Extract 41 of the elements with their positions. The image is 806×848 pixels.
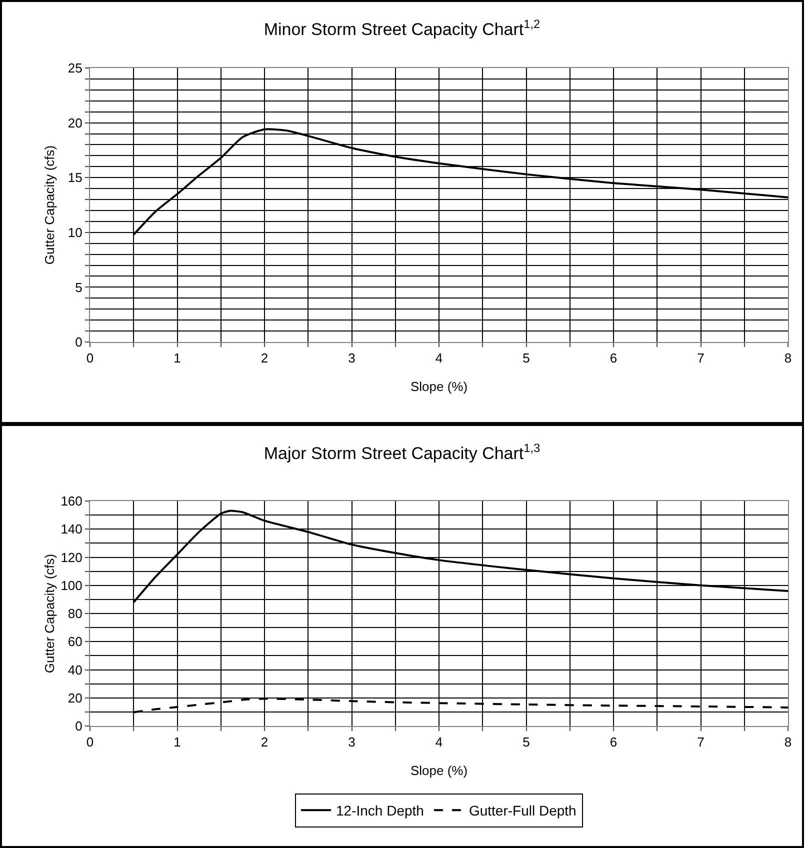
y-tick-label: 5	[75, 280, 82, 295]
y-tick-label: 160	[60, 494, 82, 509]
x-tick-label: 4	[435, 734, 443, 750]
x-tick-label: 8	[784, 734, 792, 750]
y-tick-label: 10	[68, 224, 82, 240]
x-tick-label: 2	[260, 350, 268, 366]
legend-label: 12-Inch Depth	[336, 802, 424, 819]
y-tick-label: 15	[68, 170, 82, 186]
y-tick-label: 60	[68, 634, 82, 650]
y-tick-label: 0	[75, 334, 82, 350]
x-tick-label: 7	[697, 734, 704, 750]
x-tick-label: 6	[610, 734, 618, 750]
x-tick-label: 1	[174, 350, 181, 366]
y-tick-label: 100	[60, 578, 82, 593]
y-tick-label: 140	[60, 522, 82, 537]
y-axis-title: Gutter Capacity (cfs)	[42, 554, 57, 674]
x-tick-label: 4	[435, 350, 443, 366]
chart-title: Major Storm Street Capacity Chart$^{1,3}$	[264, 440, 541, 463]
x-tick-label: 7	[697, 350, 704, 366]
legend-label: Gutter-Full Depth	[468, 802, 576, 819]
x-tick-label: 0	[86, 350, 94, 366]
y-axis-title: Gutter Capacity (cfs)	[42, 145, 57, 265]
y-tick-label: 0	[75, 718, 82, 734]
x-tick-label: 6	[610, 350, 618, 366]
x-tick-label: 3	[348, 350, 356, 366]
x-tick-label: 0	[86, 734, 94, 750]
y-tick-label: 25	[68, 60, 82, 76]
y-tick-label: 80	[68, 606, 82, 622]
x-tick-label: 5	[522, 734, 530, 750]
x-axis-title: Slope (%)	[410, 379, 468, 394]
x-tick-label: 5	[522, 350, 530, 366]
y-tick-label: 20	[68, 115, 82, 130]
x-axis-title: Slope (%)	[410, 763, 468, 778]
x-tick-label: 3	[348, 734, 356, 750]
y-tick-label: 20	[68, 690, 82, 706]
x-tick-label: 8	[784, 350, 792, 366]
y-tick-label: 120	[60, 550, 82, 565]
chart-title: Minor Storm Street Capacity Chart$^{1,2}$	[264, 16, 541, 39]
y-tick-label: 40	[68, 662, 82, 678]
x-tick-label: 1	[174, 734, 181, 750]
x-tick-label: 2	[260, 734, 268, 750]
